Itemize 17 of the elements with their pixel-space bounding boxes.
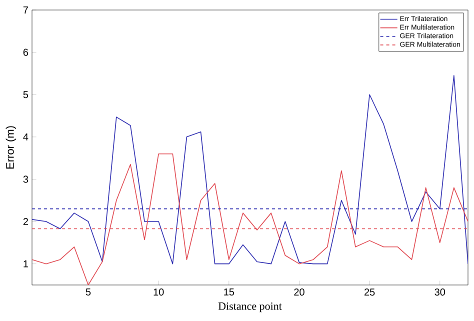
x-tick-label: 30 [434, 288, 446, 296]
y-tick-label: 5 [23, 91, 28, 98]
y-tick-label: 1 [24, 260, 28, 268]
y-tick-label: 3 [23, 176, 28, 183]
y-tick-label: 4 [23, 133, 28, 140]
x-tick-label: 15 [224, 288, 234, 296]
y-tick-label: 2 [23, 218, 28, 226]
y-tick-label: 7 [23, 6, 28, 14]
x-tick-label: 10 [154, 288, 164, 296]
x-tick-label: 25 [364, 288, 375, 296]
x-axis-title: Distance point [218, 302, 282, 312]
line-series [32, 75, 468, 264]
x-tick-label: 5 [86, 288, 91, 296]
x-tick-label: 20 [294, 288, 304, 296]
line-series [32, 153, 468, 285]
y-axis-title: Error (m) [6, 126, 16, 169]
y-tick-label: 6 [23, 48, 28, 56]
